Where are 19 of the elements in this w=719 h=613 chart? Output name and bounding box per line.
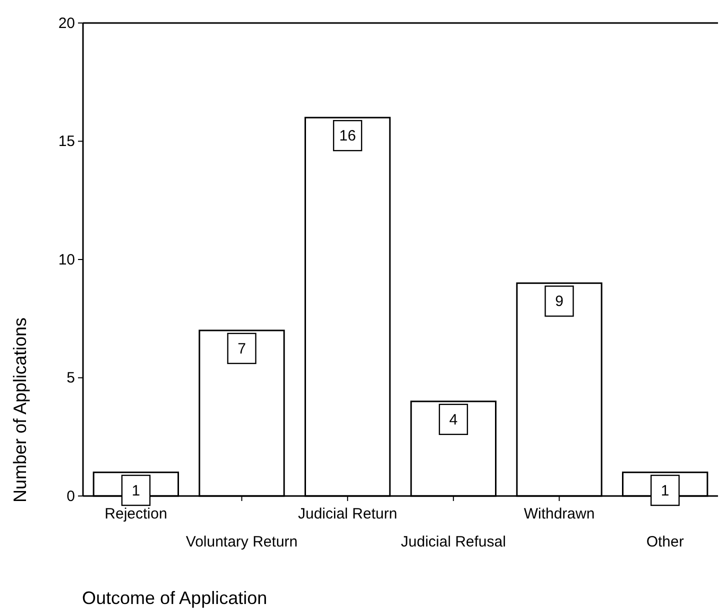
y-tick-label: 5 <box>66 370 75 387</box>
x-axis-title: Outcome of Application <box>82 588 268 608</box>
x-tick-label: Voluntary Return <box>186 534 298 551</box>
data-label: 4 <box>449 411 458 428</box>
y-tick-label: 20 <box>58 14 75 32</box>
y-tick-label: 10 <box>58 251 75 268</box>
data-label: 9 <box>555 293 564 310</box>
data-label: 7 <box>238 340 246 358</box>
data-label: 1 <box>132 482 140 500</box>
x-tick-label: Withdrawn <box>524 506 595 523</box>
x-tick-label: Judicial Return <box>298 506 398 523</box>
y-tick-label: 15 <box>58 133 75 150</box>
x-tick-label: Judicial Refusal <box>400 534 506 551</box>
y-axis-title: Number of Applications <box>10 317 30 503</box>
y-tick-label: 0 <box>66 488 75 505</box>
data-label: 16 <box>339 128 356 145</box>
x-tick-label: Other <box>646 534 684 551</box>
data-label: 1 <box>660 482 670 500</box>
x-tick-label: Rejection <box>104 506 168 523</box>
